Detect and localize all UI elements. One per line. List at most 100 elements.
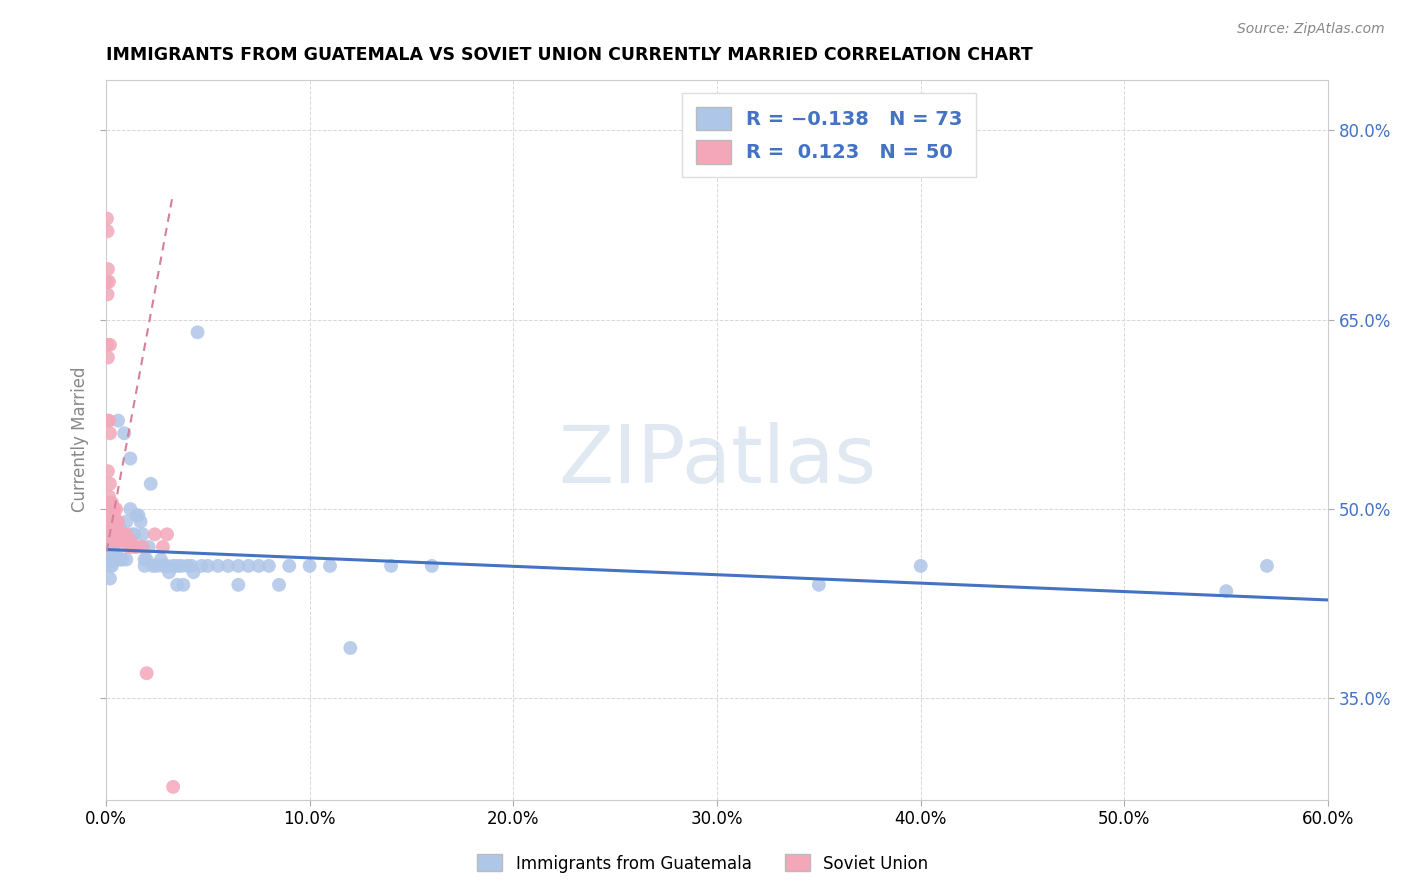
Text: Source: ZipAtlas.com: Source: ZipAtlas.com	[1237, 22, 1385, 37]
Point	[97, 490, 120, 504]
Point	[117, 540, 139, 554]
Point	[1215, 584, 1237, 599]
Point	[101, 496, 124, 510]
Point	[278, 558, 301, 573]
Point	[131, 527, 153, 541]
Point	[134, 552, 156, 566]
Point	[97, 414, 120, 428]
Point	[238, 558, 260, 573]
Point	[98, 496, 121, 510]
Point	[98, 572, 121, 586]
Point	[101, 502, 124, 516]
Point	[162, 780, 184, 794]
Point	[187, 325, 209, 339]
Point	[319, 558, 342, 573]
Point	[96, 224, 118, 238]
Point	[121, 540, 143, 554]
Point	[157, 565, 180, 579]
Point	[96, 287, 118, 301]
Point	[107, 515, 129, 529]
Point	[226, 558, 249, 573]
Legend: Immigrants from Guatemala, Soviet Union: Immigrants from Guatemala, Soviet Union	[471, 847, 935, 880]
Point	[105, 533, 128, 548]
Point	[226, 578, 249, 592]
Point	[339, 640, 361, 655]
Point	[98, 558, 121, 573]
Point	[97, 351, 120, 365]
Point	[107, 533, 129, 548]
Y-axis label: Currently Married: Currently Married	[72, 367, 89, 512]
Point	[105, 552, 128, 566]
Point	[247, 558, 270, 573]
Point	[128, 508, 150, 523]
Point	[98, 515, 121, 529]
Point	[156, 527, 179, 541]
Point	[152, 540, 174, 554]
Point	[97, 540, 120, 554]
Point	[143, 527, 166, 541]
Point	[115, 527, 138, 541]
Point	[172, 578, 194, 592]
Point	[420, 558, 443, 573]
Point	[257, 558, 280, 573]
Point	[101, 508, 124, 523]
Point	[112, 533, 135, 548]
Point	[98, 552, 121, 566]
Point	[96, 211, 118, 226]
Point	[125, 508, 148, 523]
Point	[105, 502, 128, 516]
Legend: R = −0.138   N = 73, R =  0.123   N = 50: R = −0.138 N = 73, R = 0.123 N = 50	[682, 93, 976, 178]
Point	[97, 262, 120, 277]
Point	[111, 527, 134, 541]
Text: IMMIGRANTS FROM GUATEMALA VS SOVIET UNION CURRENTLY MARRIED CORRELATION CHART: IMMIGRANTS FROM GUATEMALA VS SOVIET UNIO…	[105, 46, 1032, 64]
Point	[108, 521, 131, 535]
Point	[105, 527, 128, 541]
Point	[101, 527, 124, 541]
Point	[98, 426, 121, 441]
Point	[142, 558, 165, 573]
Point	[98, 476, 121, 491]
Point	[97, 502, 120, 516]
Point	[97, 414, 120, 428]
Point	[111, 552, 134, 566]
Point	[910, 558, 932, 573]
Point	[105, 527, 128, 541]
Point	[101, 558, 124, 573]
Point	[108, 527, 131, 541]
Point	[217, 558, 239, 573]
Point	[138, 540, 160, 554]
Point	[152, 558, 174, 573]
Point	[267, 578, 290, 592]
Point	[121, 527, 143, 541]
Point	[97, 275, 120, 289]
Point	[166, 558, 188, 573]
Point	[103, 540, 125, 554]
Point	[108, 533, 131, 548]
Point	[101, 533, 124, 548]
Point	[180, 558, 202, 573]
Point	[207, 558, 229, 573]
Point	[120, 502, 142, 516]
Point	[103, 508, 125, 523]
Point	[125, 540, 148, 554]
Point	[112, 426, 135, 441]
Point	[100, 502, 122, 516]
Point	[176, 558, 198, 573]
Point	[98, 338, 121, 352]
Point	[298, 558, 321, 573]
Point	[120, 451, 142, 466]
Point	[105, 515, 128, 529]
Point	[162, 558, 184, 573]
Point	[97, 552, 120, 566]
Point	[103, 502, 125, 516]
Point	[1256, 558, 1278, 573]
Point	[166, 578, 188, 592]
Point	[131, 540, 153, 554]
Point	[101, 552, 124, 566]
Point	[105, 546, 128, 560]
Point	[135, 552, 157, 566]
Point	[101, 527, 124, 541]
Point	[115, 515, 138, 529]
Point	[115, 552, 138, 566]
Point	[149, 552, 172, 566]
